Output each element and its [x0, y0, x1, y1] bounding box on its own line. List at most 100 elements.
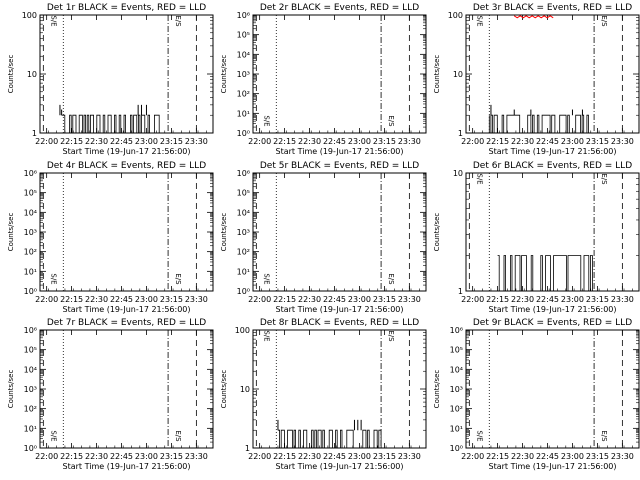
marker-label-start: S/E	[262, 115, 270, 126]
x-axis-label: Start Time (19-Jun-17 21:56:00)	[489, 305, 617, 314]
x-axis-label: Start Time (19-Jun-17 21:56:00)	[489, 147, 617, 156]
y-tick-label: 10⁴	[237, 208, 250, 217]
chart-panel-1: Det 1r BLACK = Events, RED = LLD 1 10 100 22…	[7, 3, 214, 156]
x-tick-label: 22:00	[461, 452, 484, 461]
x-tick-label: 22:45	[323, 137, 346, 146]
y-tick-label: 10	[453, 70, 463, 79]
x-axis-label: Start Time (19-Jun-17 21:56:00)	[489, 462, 617, 471]
y-tick-label: 10³	[24, 385, 37, 394]
y-tick-label: 10¹	[237, 109, 250, 118]
x-tick-label: 22:45	[323, 295, 346, 304]
x-tick-label: 23:30	[398, 295, 421, 304]
y-tick-label: 10⁶	[450, 326, 463, 335]
x-tick-label: 22:30	[298, 452, 321, 461]
x-tick-label: 22:45	[536, 452, 559, 461]
x-tick-label: 22:30	[511, 452, 534, 461]
y-tick-label: 10²	[237, 248, 250, 257]
y-tick-label: 10⁰	[24, 444, 37, 453]
x-tick-label: 22:30	[511, 295, 534, 304]
y-tick-label: 1	[458, 129, 463, 138]
x-tick-label: 22:00	[35, 452, 58, 461]
x-tick-label: 22:15	[60, 137, 83, 146]
x-tick-label: 23:00	[135, 452, 158, 461]
y-tick-label: 10⁰	[450, 444, 463, 453]
y-tick-label: 10	[453, 169, 463, 178]
y-axis-label: Counts/sec	[433, 213, 441, 252]
y-tick-label: 10¹	[24, 267, 37, 276]
y-tick-label: 10²	[237, 90, 250, 99]
x-tick-label: 22:45	[323, 452, 346, 461]
y-axis-label: Counts/sec	[220, 213, 228, 252]
marker-label-end: E/S	[600, 173, 608, 185]
x-tick-label: 22:45	[110, 137, 133, 146]
x-tick-label: 22:30	[85, 452, 108, 461]
y-axis-label: Counts/sec	[220, 55, 228, 94]
y-tick-label: 10⁰	[24, 287, 37, 296]
y-tick-label: 10³	[24, 228, 37, 237]
chart-title: Det 1r BLACK = Events, RED = LLD	[47, 3, 206, 13]
chart-title: Det 9r BLACK = Events, RED = LLD	[473, 318, 632, 328]
chart-panel-6: Det 6r BLACK = Events, RED = LLD 1 10 22:00…	[433, 161, 640, 314]
chart-title: Det 8r BLACK = Events, RED = LLD	[260, 318, 419, 328]
x-tick-label: 23:30	[398, 137, 421, 146]
x-tick-label: 22:45	[110, 452, 133, 461]
marker-label-start: S/E	[262, 273, 270, 284]
x-tick-label: 23:00	[561, 295, 584, 304]
marker-label-start: S/E	[475, 173, 483, 184]
x-tick-label: 22:45	[110, 295, 133, 304]
x-axis-label: Start Time (19-Jun-17 21:56:00)	[276, 462, 404, 471]
y-axis-label: Counts/sec	[220, 370, 228, 409]
y-tick-label: 10⁵	[450, 346, 463, 355]
chart-panel-7: Det 7r BLACK = Events, RED = LLD 10⁰ 10¹ 10…	[7, 318, 214, 471]
events-series	[488, 114, 595, 134]
y-tick-label: 10⁴	[24, 365, 37, 374]
marker-label-start: S/E	[262, 330, 270, 341]
y-tick-label: 10⁰	[237, 287, 250, 296]
x-tick-label: 22:45	[536, 295, 559, 304]
x-tick-label: 23:15	[373, 452, 396, 461]
x-tick-label: 22:00	[248, 295, 271, 304]
y-tick-label: 10	[27, 70, 37, 79]
x-tick-label: 23:30	[611, 295, 634, 304]
y-tick-label: 1	[245, 444, 250, 453]
x-tick-label: 23:15	[586, 452, 609, 461]
y-axis-label: Counts/sec	[433, 55, 441, 94]
x-tick-label: 23:30	[185, 137, 208, 146]
y-tick-label: 10²	[24, 248, 37, 257]
x-tick-label: 22:15	[486, 137, 509, 146]
chart-title: Det 7r BLACK = Events, RED = LLD	[47, 318, 206, 328]
x-tick-label: 23:15	[160, 452, 183, 461]
x-tick-label: 23:00	[561, 137, 584, 146]
y-axis-label: Counts/sec	[7, 370, 15, 409]
x-tick-label: 23:15	[586, 137, 609, 146]
x-tick-label: 22:15	[273, 452, 296, 461]
y-tick-label: 10	[240, 385, 250, 394]
y-tick-label: 10¹	[24, 424, 37, 433]
marker-label-end: E/S	[387, 273, 395, 285]
marker-label-start: S/E	[49, 273, 57, 284]
y-axis-label: Counts/sec	[7, 213, 15, 252]
panels: Det 1r BLACK = Events, RED = LLD 1 10 100 22…	[7, 3, 640, 471]
marker-label-end: E/S	[600, 15, 608, 27]
x-tick-label: 22:15	[486, 295, 509, 304]
y-tick-label: 10⁵	[24, 346, 37, 355]
y-tick-label: 10³	[450, 385, 463, 394]
x-tick-label: 22:15	[273, 137, 296, 146]
x-tick-label: 22:30	[511, 137, 534, 146]
x-tick-label: 23:15	[160, 137, 183, 146]
x-tick-label: 23:15	[586, 295, 609, 304]
x-tick-label: 23:30	[398, 452, 421, 461]
x-tick-label: 22:30	[85, 295, 108, 304]
chart-panel-5: Det 5r BLACK = Events, RED = LLD 10⁰ 10¹ 10…	[220, 161, 427, 314]
y-tick-label: 10⁶	[24, 326, 37, 335]
chart-title: Det 6r BLACK = Events, RED = LLD	[473, 161, 632, 171]
chart-panel-8: Det 8r BLACK = Events, RED = LLD 1 10 100 22…	[220, 318, 427, 471]
x-tick-label: 22:15	[273, 295, 296, 304]
marker-label-start: S/E	[475, 430, 483, 441]
y-tick-label: 1	[32, 129, 37, 138]
x-tick-label: 22:00	[35, 295, 58, 304]
marker-label-end: E/S	[387, 115, 395, 127]
y-tick-label: 10⁶	[24, 169, 37, 178]
